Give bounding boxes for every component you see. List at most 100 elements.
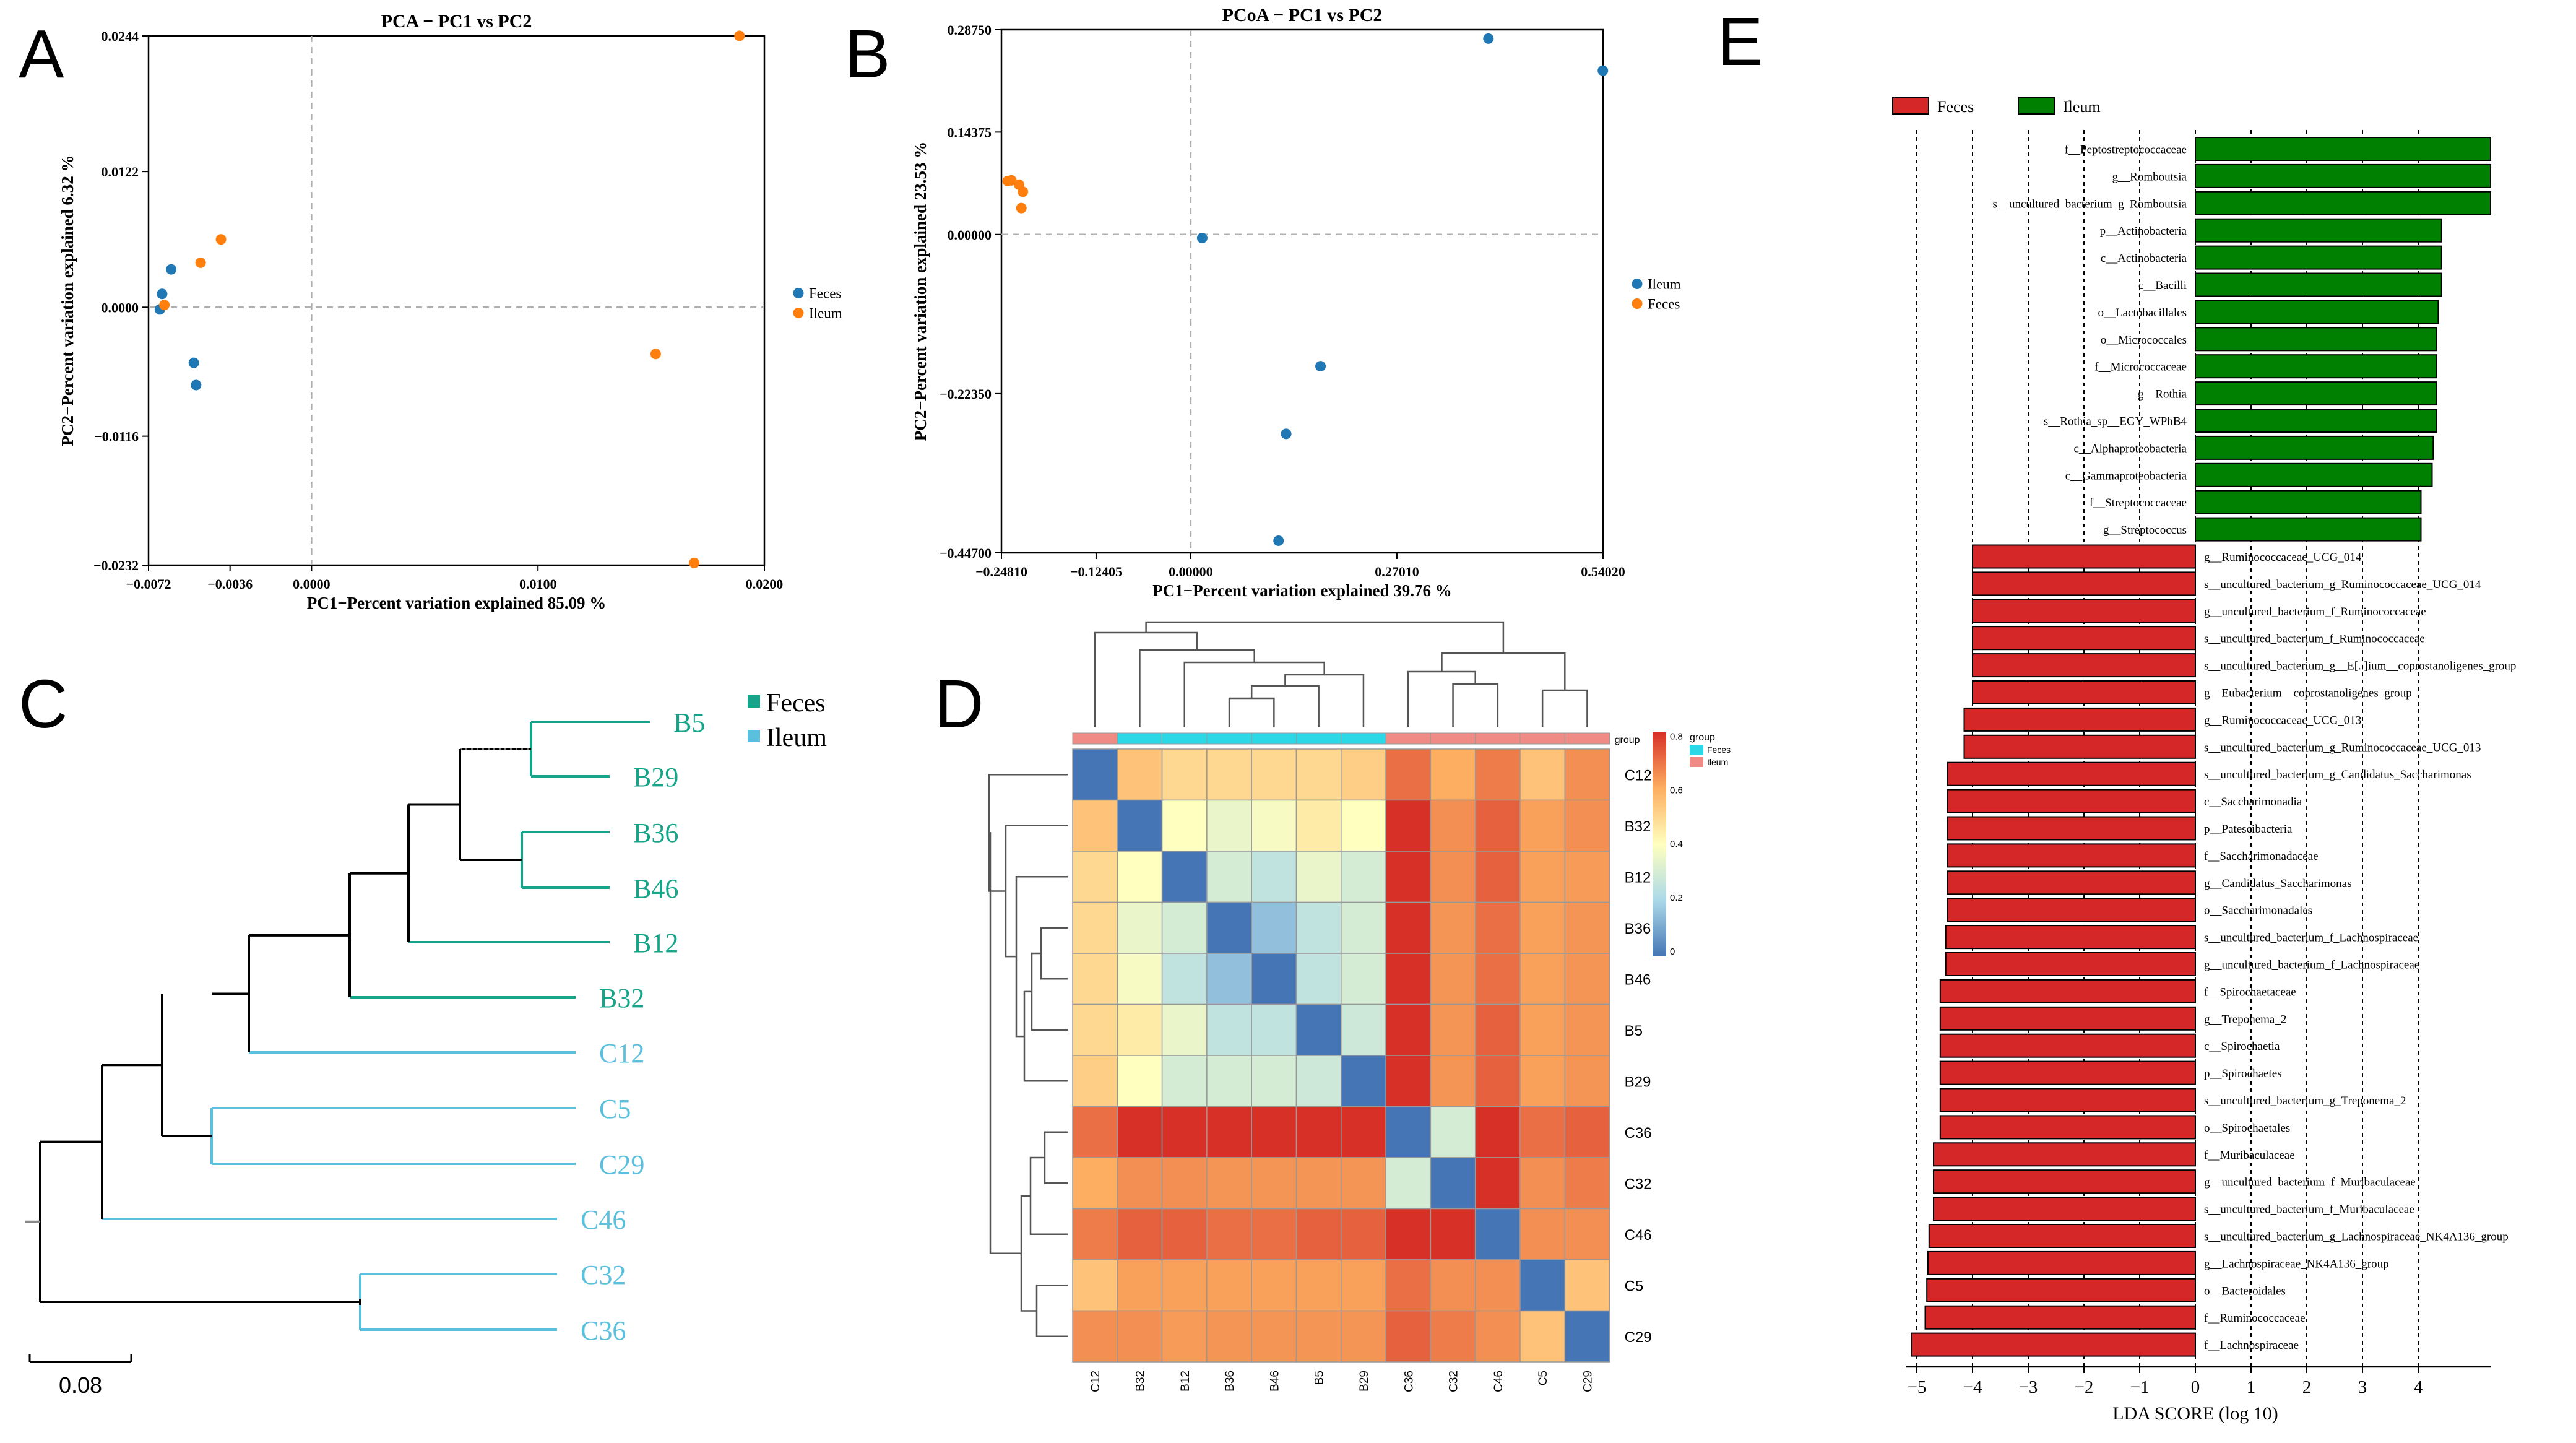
heatmap-column-dendrogram-branch: [1029, 1156, 1068, 1235]
heatmap-row-label: B36: [1625, 921, 1651, 937]
lda-bar-label: g__Streptococcus: [2103, 524, 2187, 537]
heatmap-column-label: B46: [1268, 1371, 1281, 1392]
lda-bar-label: o__Bacteroidales: [2204, 1285, 2286, 1298]
lda-bar-ileum: [2195, 354, 2437, 379]
heatmap-cell: [1430, 748, 1476, 801]
lda-bar-label: g__uncultured_bacterium_f_Ruminococcacea…: [2204, 605, 2426, 618]
heatmap-cell: [1519, 1259, 1566, 1312]
scatter-point-ileum: [1315, 361, 1326, 372]
heatmap-column-dendrogram-branch: [1452, 683, 1499, 727]
x-tick-label: 0.0200: [746, 576, 784, 592]
lda-bar-ileum: [2195, 163, 2491, 188]
heatmap-group-bar-cell: [1430, 732, 1476, 745]
tree-leaf-label: C12: [599, 1038, 644, 1068]
scatter-point-ileum: [159, 300, 170, 311]
y-tick-label: −0.44700: [940, 545, 992, 561]
y-tick-label: 0.0000: [102, 300, 139, 315]
heatmap-cell: [1161, 901, 1208, 954]
lda-bar-label: c__Bacilli: [2138, 279, 2187, 292]
heatmap-cell: [1385, 1106, 1432, 1158]
y-tick-label: 0.0244: [102, 28, 139, 44]
tree-leaf-label: B46: [633, 873, 678, 904]
heatmap-group-bar-cell: [1296, 732, 1342, 745]
lda-x-axis-label: LDA SCORE (log 10): [2112, 1403, 2278, 1424]
heatmap-cell: [1474, 799, 1521, 852]
chart-title: PCA − PC1 vs PC2: [381, 11, 532, 32]
heatmap-cell: [1295, 1055, 1342, 1107]
heatmap-column-label: B29: [1358, 1371, 1371, 1392]
heatmap-cell: [1341, 1106, 1386, 1158]
heatmap-panel: group C12 B32 B12 B36 B46 B5 B29 C36 C32 C46 C5 C29 C…: [988, 621, 1731, 1392]
tree-leaf-label: B29: [633, 762, 678, 792]
heatmap-cell: [1072, 799, 1118, 852]
legend-label: Feces: [809, 286, 841, 301]
scatter-point-ileum: [1597, 65, 1609, 76]
heatmap-cell: [1474, 1157, 1521, 1210]
heatmap-cell: [1385, 1055, 1432, 1107]
heatmap-group-bar-cell: [1251, 732, 1297, 745]
heatmap-cell: [1295, 953, 1342, 1005]
heatmap-row-label: B5: [1625, 1023, 1643, 1039]
lda-legend-label: Ileum: [2063, 98, 2101, 116]
lda-bar-label: f__Peptostreptococcaceae: [2065, 144, 2187, 157]
legend-label: Ileum: [809, 306, 842, 321]
scatter-point-ileum: [215, 234, 227, 245]
scatter-point-feces: [1016, 202, 1027, 214]
lda-legend-label: Feces: [1937, 98, 1974, 116]
lda-bar-label: s__uncultured_bacterium_g_Lachnospiracea…: [2204, 1231, 2509, 1244]
heatmap-cell: [1161, 851, 1208, 903]
panel-label-d: D: [935, 666, 983, 742]
heatmap-column-label: C29: [1581, 1371, 1594, 1392]
legend-marker-ileum: [1632, 279, 1643, 289]
panel-label-a: A: [19, 16, 64, 92]
lda-bar-label: c__Actinobacteria: [2101, 252, 2187, 265]
heatmap-cell: [1295, 1310, 1342, 1363]
lda-bar-label: g__Treponema_2: [2204, 1013, 2286, 1026]
heatmap-cell: [1474, 1259, 1521, 1312]
lda-bar-feces: [1939, 1060, 2197, 1085]
heatmap-cell: [1474, 851, 1521, 903]
heatmap-cell: [1117, 901, 1163, 954]
heatmap-cell: [1161, 1208, 1208, 1260]
heatmap-column-dendrogram-branch: [1040, 927, 1068, 980]
legend-marker-ileum: [793, 308, 804, 318]
tree-leaf-label: C46: [581, 1205, 626, 1235]
lda-bar-label: g__Rothia: [2138, 388, 2187, 401]
y-axis-label: PC2−Percent variation explained 6.32 %: [58, 155, 77, 446]
heatmap-cell: [1206, 1055, 1252, 1107]
heatmap-column-dendrogram-branch: [1541, 689, 1588, 727]
heatmap-cell: [1161, 799, 1208, 852]
heatmap-cell: [1117, 953, 1163, 1005]
tree-leaf-label: B36: [633, 818, 678, 848]
heatmap-cell: [1519, 1106, 1566, 1158]
lda-x-tick-label: −5: [1908, 1377, 1927, 1397]
heatmap-column-label: C5: [1537, 1371, 1550, 1385]
heatmap-cell: [1117, 1259, 1163, 1312]
heatmap-column-dendrogram-branch: [1035, 1285, 1068, 1337]
heatmap-row-label: C5: [1625, 1278, 1644, 1294]
lda-bar-label: o__Micrococcales: [2101, 334, 2187, 347]
lda-bar-feces: [1939, 979, 2197, 1003]
legend-swatch-ileum: [748, 730, 760, 742]
y-tick-label: 0.14375: [948, 124, 992, 140]
heatmap-cell: [1072, 1106, 1118, 1158]
scatter-point-feces: [1018, 186, 1029, 197]
heatmap-cell: [1474, 1003, 1521, 1056]
heatmap-group-bar-cell: [1475, 732, 1521, 745]
legend-label: Ileum: [766, 724, 827, 752]
scatter-point-feces: [191, 379, 202, 391]
lda-bar-feces: [1972, 680, 2196, 704]
colorbar-tick-label: 0.2: [1670, 893, 1683, 903]
heatmap-cell: [1341, 1259, 1386, 1312]
lda-legend-swatch-ileum: [2018, 97, 2055, 115]
heatmap-column-label: C46: [1492, 1371, 1505, 1392]
tree-leaf-label: C36: [581, 1315, 626, 1346]
lda-bar-label: s__uncultured_bacterium_f_Lachnospiracea…: [2204, 932, 2418, 945]
heatmap-row-label: C12: [1625, 767, 1652, 784]
x-tick-label: −0.0036: [207, 576, 253, 592]
y-tick-label: 0.0122: [102, 164, 139, 180]
x-axis-label: PC1−Percent variation explained 85.09 %: [307, 594, 607, 612]
panel-label-c: C: [19, 666, 67, 742]
heatmap-cell: [1430, 1310, 1476, 1363]
